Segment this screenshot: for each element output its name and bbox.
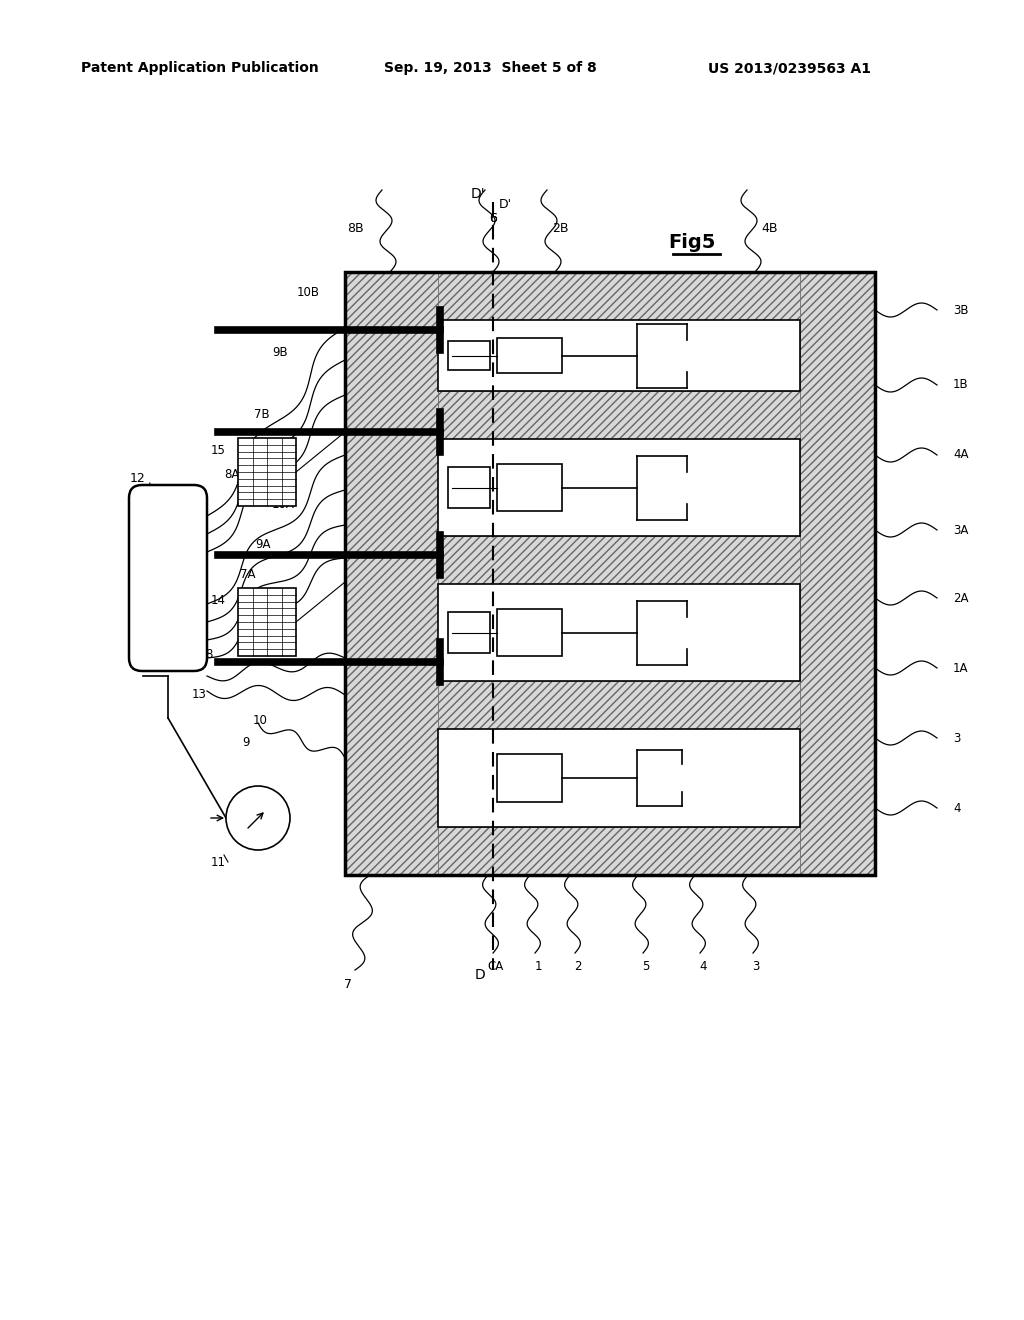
- Circle shape: [226, 785, 290, 850]
- Bar: [438, 391, 800, 440]
- Text: 5: 5: [642, 961, 649, 974]
- Text: Fig5: Fig5: [669, 234, 716, 252]
- Text: 4: 4: [699, 961, 707, 974]
- Bar: [438, 681, 800, 729]
- Bar: [438, 828, 800, 875]
- Text: 7A: 7A: [241, 569, 256, 582]
- Bar: [449, 467, 490, 508]
- Text: Sep. 19, 2013  Sheet 5 of 8: Sep. 19, 2013 Sheet 5 of 8: [384, 61, 596, 75]
- Bar: [438, 319, 800, 391]
- Text: 3: 3: [753, 961, 760, 974]
- Bar: [497, 338, 562, 372]
- Text: CA1: CA1: [459, 483, 479, 492]
- Text: Patent Application Publication: Patent Application Publication: [81, 61, 318, 75]
- Text: CA2: CA2: [461, 351, 481, 360]
- Text: 4B: 4B: [762, 222, 778, 235]
- Bar: [438, 440, 800, 536]
- Bar: [345, 272, 874, 875]
- Text: 8: 8: [206, 648, 213, 661]
- Text: 7: 7: [344, 978, 352, 991]
- Bar: [438, 536, 800, 583]
- Text: D: D: [474, 968, 485, 982]
- Text: 12: 12: [130, 471, 145, 484]
- Text: 2: 2: [574, 961, 582, 974]
- Bar: [497, 465, 562, 511]
- Bar: [238, 438, 296, 506]
- Bar: [238, 587, 296, 656]
- Text: 10B: 10B: [297, 286, 319, 300]
- Text: 3: 3: [953, 731, 961, 744]
- Text: US 2013/0239563 A1: US 2013/0239563 A1: [709, 61, 871, 75]
- Text: 9: 9: [243, 735, 250, 748]
- FancyBboxPatch shape: [129, 484, 207, 671]
- Text: 3A: 3A: [953, 524, 969, 536]
- Bar: [449, 612, 490, 653]
- Bar: [438, 729, 800, 828]
- Bar: [497, 755, 562, 801]
- Text: 6: 6: [489, 211, 497, 224]
- Bar: [345, 272, 438, 875]
- Text: 1: 1: [535, 961, 542, 974]
- Text: 8A: 8A: [224, 469, 240, 482]
- Text: 3B: 3B: [953, 304, 969, 317]
- Bar: [438, 272, 800, 414]
- Text: 9A: 9A: [255, 539, 270, 552]
- Text: 9B: 9B: [272, 346, 288, 359]
- Text: 10: 10: [253, 714, 267, 726]
- Text: 1A: 1A: [953, 661, 969, 675]
- Text: 2A: 2A: [953, 591, 969, 605]
- Bar: [438, 583, 800, 681]
- Text: 14: 14: [211, 594, 226, 607]
- Text: D': D': [499, 198, 512, 210]
- Text: 15: 15: [211, 444, 226, 457]
- Bar: [497, 610, 562, 656]
- Text: 4: 4: [953, 801, 961, 814]
- Text: 8B: 8B: [347, 222, 364, 235]
- Bar: [800, 272, 874, 875]
- Text: CD1: CD1: [496, 483, 518, 492]
- Text: CA: CA: [487, 961, 504, 974]
- Text: 4A: 4A: [953, 449, 969, 462]
- Bar: [449, 341, 490, 371]
- Text: 1B: 1B: [953, 379, 969, 392]
- Text: 6: 6: [489, 211, 497, 224]
- Text: 10A: 10A: [271, 499, 295, 511]
- Text: 7B: 7B: [254, 408, 269, 421]
- Text: D': D': [470, 187, 485, 201]
- Text: 13: 13: [193, 689, 207, 701]
- Text: 11: 11: [211, 855, 225, 869]
- Text: 2B: 2B: [552, 222, 568, 235]
